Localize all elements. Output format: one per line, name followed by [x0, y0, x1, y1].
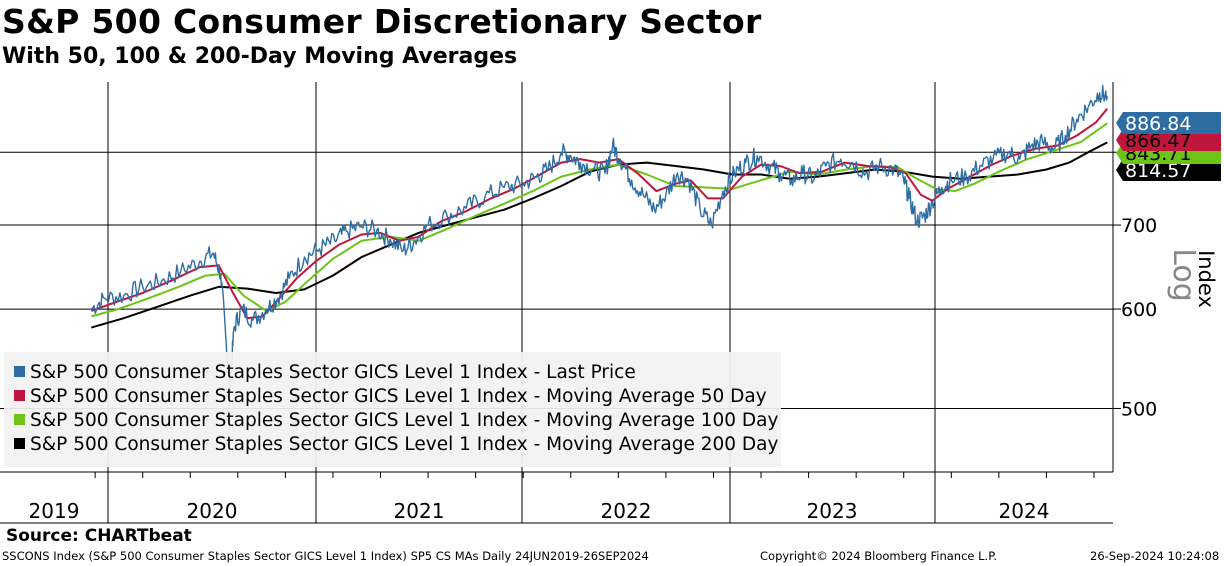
last-value-tag: 814.57	[1116, 159, 1221, 182]
footer-ticker-info: SSCONS Index (S&P 500 Consumer Staples S…	[2, 549, 649, 563]
x-axis: 2019 2020 2021 2022 2023 2024	[29, 472, 1095, 523]
x-tick-label: 2023	[807, 499, 858, 523]
legend-box	[4, 352, 781, 467]
y-tick-label: 500	[1121, 398, 1157, 420]
y-tick-label: 700	[1121, 215, 1157, 237]
legend-entry: S&P 500 Consumer Staples Sector GICS Lev…	[30, 386, 767, 407]
x-tick-label: 2019	[29, 499, 80, 523]
series-layer	[90, 84, 1109, 391]
footer-timestamp: 26-Sep-2024 10:24:08	[1090, 549, 1220, 563]
last-value-tag: 866.47	[1116, 129, 1221, 152]
x-tick-label: 2021	[394, 499, 445, 523]
footer-copyright: Copyright© 2024 Bloomberg Finance L.P.	[760, 549, 997, 563]
chart-title: S&P 500 Consumer Discretionary Sector	[2, 2, 762, 41]
source-note: Source: CHARTbeat	[6, 526, 192, 546]
grid-lines	[0, 82, 1113, 523]
legend-swatch	[14, 414, 25, 425]
legend-swatch	[14, 438, 25, 449]
series-line-ma-50	[90, 108, 1109, 320]
last-value-tag-bg	[1116, 112, 1221, 134]
x-tick-label: 2020	[187, 499, 238, 523]
last-value-tag-text: 866.47	[1125, 130, 1191, 152]
last-value-tag-text: 886.84	[1125, 113, 1191, 135]
series-line-last-price	[90, 84, 1108, 391]
last-value-tag: 886.84	[1116, 112, 1221, 135]
legend-entry: S&P 500 Consumer Staples Sector GICS Lev…	[30, 410, 778, 431]
chart-subtitle: With 50, 100 & 200-Day Moving Averages	[2, 44, 518, 69]
legend-swatch	[14, 390, 25, 401]
x-tick-label: 2024	[999, 499, 1050, 523]
y-axis-title: Index	[1194, 250, 1218, 308]
y-tick-label: 600	[1121, 299, 1157, 321]
legend-swatch	[14, 366, 25, 377]
x-tick-label: 2022	[601, 499, 652, 523]
last-value-tag-text: 814.57	[1125, 160, 1191, 182]
legend-entry: S&P 500 Consumer Staples Sector GICS Lev…	[30, 434, 778, 455]
plot-frame	[0, 82, 1114, 524]
legend-entry: S&P 500 Consumer Staples Sector GICS Lev…	[30, 362, 636, 383]
y-scale-label: Log	[1166, 248, 1201, 302]
last-value-tag-bg	[1116, 159, 1221, 181]
last-value-tag-bg	[1116, 129, 1221, 151]
series-line-ma-200	[91, 141, 1108, 329]
legend: S&P 500 Consumer Staples Sector GICS Lev…	[4, 352, 781, 467]
